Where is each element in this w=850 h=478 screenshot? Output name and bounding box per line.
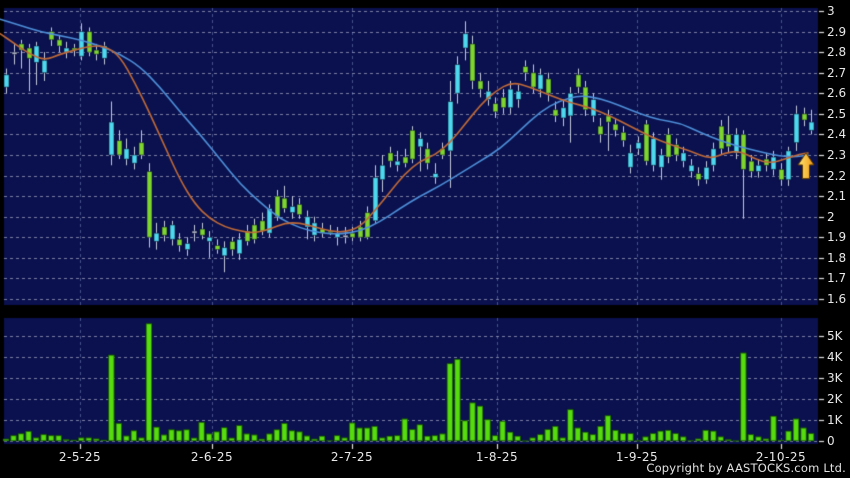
- volume-axis-label: 2K: [827, 392, 843, 406]
- price-axis-label: 1.7: [827, 271, 847, 286]
- date-tick-label: 2-7-25: [330, 450, 374, 464]
- price-axis-label: 2.8: [827, 45, 847, 60]
- volume-axis-label: 0: [827, 434, 835, 448]
- price-axis-label: 1.6: [827, 291, 847, 306]
- price-axis-label: 1.8: [827, 250, 847, 265]
- price-axis-label: 1.9: [827, 230, 847, 245]
- price-axis-label: 2.4: [827, 127, 847, 142]
- volume-axis-label: 4K: [827, 350, 843, 364]
- price-axis-label: 2.5: [827, 106, 847, 121]
- price-axis-label: 2.1: [827, 189, 847, 204]
- date-tick-label: 1-8-25: [475, 450, 519, 464]
- price-axis-label: 2.7: [827, 65, 847, 80]
- price-axis-label: 2.6: [827, 86, 847, 101]
- price-axis-label: 2: [827, 209, 835, 224]
- date-tick-label: 2-5-25: [58, 450, 102, 464]
- price-axis-label: 2.9: [827, 24, 847, 39]
- price-axis-label: 2.2: [827, 168, 847, 183]
- volume-axis-label: 5K: [827, 329, 843, 343]
- price-axis-label: 3: [827, 4, 835, 18]
- volume-axis-label: 1K: [827, 413, 843, 427]
- date-tick-label: 2-6-25: [190, 450, 234, 464]
- volume-axis-label: 3K: [827, 371, 843, 385]
- price-axis-label: 2.3: [827, 147, 847, 162]
- date-tick-label: 2-10-25: [755, 450, 807, 464]
- date-tick-label: 1-9-25: [615, 450, 659, 464]
- copyright-text: Copyright by AASTOCKS.com Ltd.: [646, 461, 846, 475]
